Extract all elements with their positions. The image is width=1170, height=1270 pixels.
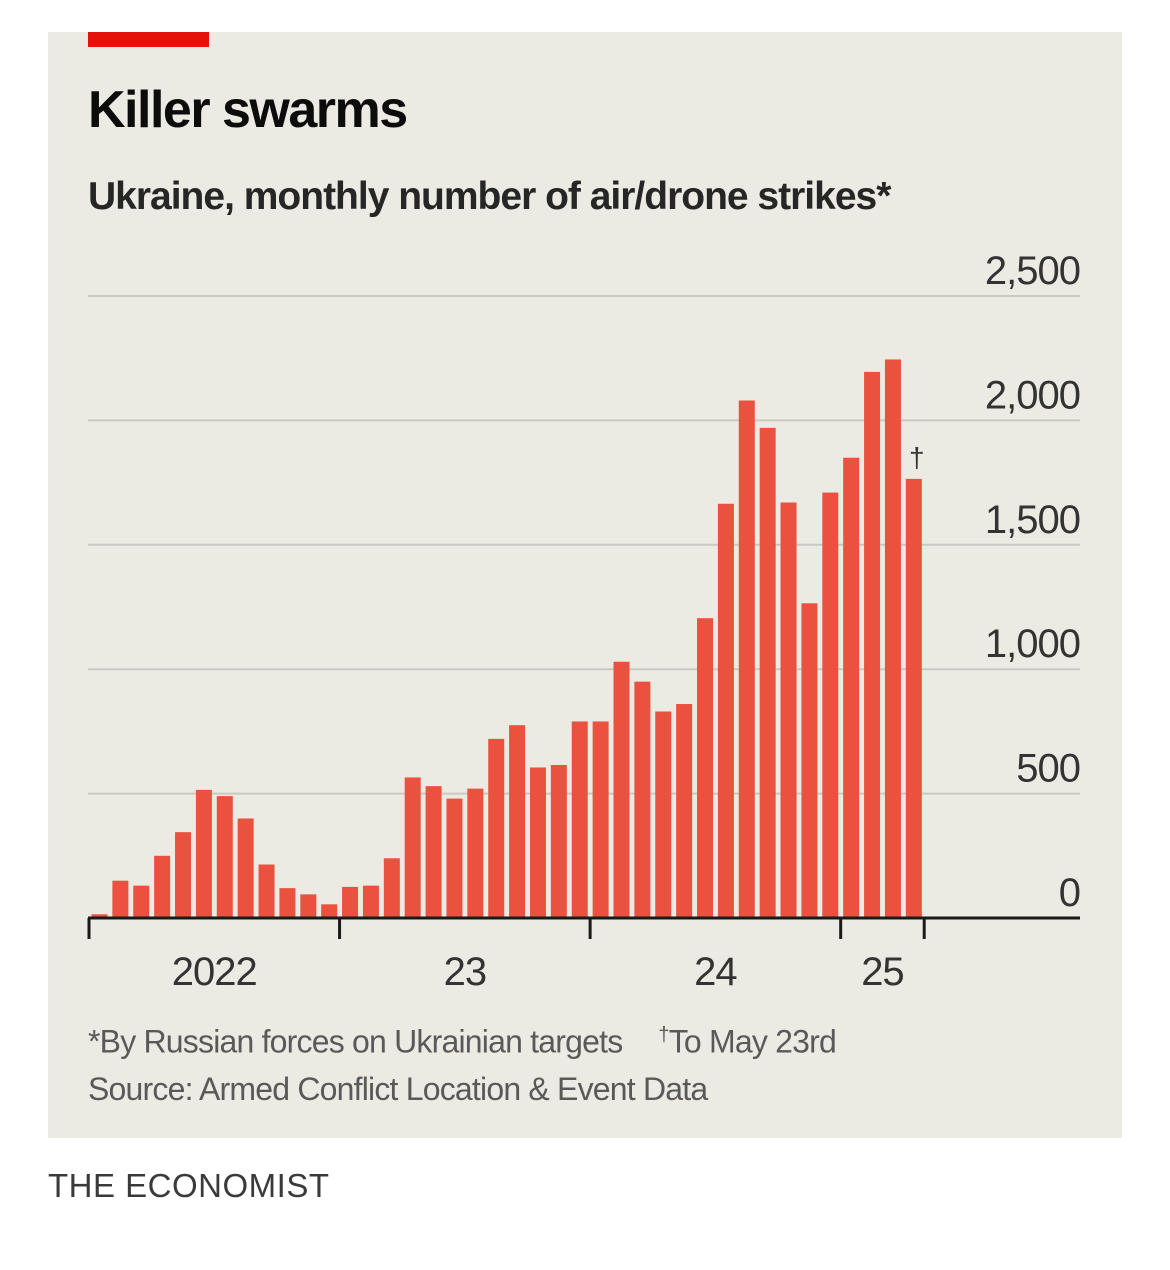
footnote-asterisk-note: *By Russian forces on Ukrainian targets: [88, 1023, 623, 1060]
footnote-dagger-mark: †: [658, 1024, 669, 1046]
bar: [676, 704, 693, 918]
bar: [112, 880, 129, 918]
bar: [258, 864, 275, 918]
bar: [613, 661, 630, 918]
chart-title: Killer swarms: [88, 81, 408, 139]
bar: [362, 885, 379, 918]
bar: [634, 681, 651, 918]
bar: [884, 359, 901, 919]
x-tick-label: 24: [694, 950, 737, 994]
bar: [342, 886, 359, 918]
bar: [571, 721, 588, 918]
bar: [237, 818, 254, 918]
bar: [216, 796, 233, 918]
footnote-dagger-note: To May 23rd: [668, 1023, 837, 1060]
bar: [759, 427, 776, 918]
bar: [864, 371, 881, 918]
bar: [91, 914, 108, 918]
chart-subtitle: Ukraine, monthly number of air/drone str…: [88, 175, 891, 218]
bar-chart: 0 500 1,000 1,500 2,000 2,500 † 2022 23 24 25: [87, 249, 1081, 994]
bar: [175, 832, 192, 918]
publisher-brand: THE ECONOMIST: [48, 1167, 330, 1204]
y-tick-label: 1,500: [985, 498, 1080, 542]
y-tick-label: 1,000: [985, 622, 1080, 666]
bar: [905, 478, 922, 918]
bar: [383, 858, 400, 918]
bar: [425, 786, 442, 918]
bar: [655, 711, 672, 918]
bar: [550, 764, 567, 918]
bar: [300, 894, 317, 918]
bar: [279, 888, 296, 918]
bar: [529, 767, 546, 918]
bar-annotation: †: [909, 442, 925, 473]
bar: [133, 885, 150, 918]
source-note: Source: Armed Conflict Location & Event …: [88, 1071, 708, 1107]
x-tick-label: 23: [444, 950, 487, 994]
bar: [467, 788, 484, 918]
bar: [717, 503, 734, 918]
y-tick-label: 0: [1059, 871, 1080, 915]
bar: [154, 855, 171, 918]
bar: [822, 492, 839, 918]
y-tick-label: 500: [1016, 747, 1080, 791]
bar: [446, 798, 463, 918]
bar: [195, 789, 212, 918]
bar: [738, 400, 755, 919]
bar: [321, 904, 338, 918]
chart-panel: [48, 32, 1122, 1138]
x-tick-label: 2022: [172, 950, 257, 994]
footnote-line: *By Russian forces on Ukrainian targets †…: [88, 1023, 837, 1060]
bar: [801, 603, 818, 918]
y-tick-label: 2,500: [985, 249, 1080, 293]
bar: [697, 618, 714, 918]
brand-red-tag: [88, 32, 209, 47]
bar: [509, 725, 526, 918]
bar: [592, 721, 609, 918]
bar: [404, 777, 421, 918]
bar: [780, 502, 797, 918]
bar: [488, 738, 505, 918]
y-tick-label: 2,000: [985, 373, 1080, 417]
bar: [843, 457, 860, 918]
x-tick-label: 25: [861, 950, 904, 994]
